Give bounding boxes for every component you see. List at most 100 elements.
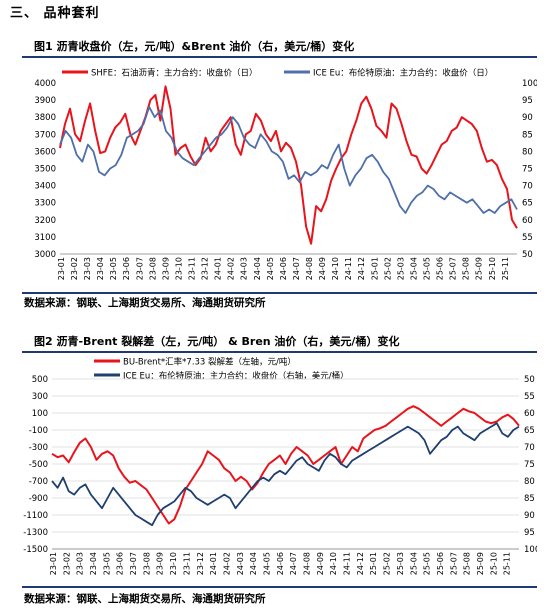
x-axis-tick-label: 23-05 <box>102 552 111 575</box>
right-axis-tick-label: 60 <box>522 216 533 226</box>
x-axis-tick-label: 23-08 <box>142 552 151 575</box>
left-axis-tick-label: -900 <box>29 494 48 504</box>
x-axis-tick-label: 25-01 <box>369 552 378 575</box>
x-axis-tick-label: 25-08 <box>463 552 472 575</box>
x-axis-tick-label: 24-07 <box>289 552 298 575</box>
left-axis-tick-label: 3800 <box>34 113 56 123</box>
left-axis-tick-label: -1500 <box>23 545 48 555</box>
x-axis-tick-label: 24-08 <box>303 552 312 575</box>
legend-label-2: ICE Eu：布伦特原油：主力合约：收盘价（右轴，美元/桶） <box>123 371 349 382</box>
right-axis-tick-label: 100 <box>524 545 537 555</box>
series-line-1 <box>59 85 518 245</box>
right-axis-tick-label: 50 <box>522 250 533 260</box>
right-axis-tick-label: 100 <box>522 79 537 89</box>
x-axis-tick-label: 25-01 <box>370 257 379 280</box>
x-axis-tick-label: 23-09 <box>161 257 170 280</box>
right-axis-tick-label: 60 <box>524 409 535 419</box>
x-axis-tick-label: 25-04 <box>409 257 418 280</box>
right-axis-tick-label: 85 <box>524 494 535 504</box>
right-axis-tick-label: 65 <box>524 426 535 436</box>
x-axis-tick-label: 23-02 <box>62 552 71 575</box>
left-axis-tick-label: -1100 <box>23 511 48 521</box>
x-axis-tick-label: 23-03 <box>76 552 85 575</box>
figure-2-chart: BU-Brent*汇率*7.33 裂解差（左轴，元/吨） ICE Eu：布伦特原油… <box>22 355 540 585</box>
left-axis-tick-label: 500 <box>32 375 48 385</box>
right-axis-tick-label: 80 <box>522 147 533 157</box>
left-axis-tick-label: 100 <box>32 409 48 419</box>
x-axis-tick-label: 23-11 <box>182 552 191 575</box>
x-axis-tick-label: 23-07 <box>129 552 138 575</box>
x-axis-tick-label: 23-03 <box>83 257 92 280</box>
x-axis-tick-label: 25-11 <box>503 552 512 575</box>
left-axis-tick-label: 3100 <box>34 233 56 243</box>
figure-2-source: 数据来源：钢联、上海期货交易所、海通期货研究所 <box>24 593 266 605</box>
left-axis-tick-label: -700 <box>29 477 48 487</box>
left-axis-tick-label: 4000 <box>34 79 56 89</box>
x-axis-tick-label: 24-11 <box>344 257 353 280</box>
x-axis-tick-label: 24-03 <box>236 552 245 575</box>
x-axis-tick-label: 25-04 <box>409 552 418 575</box>
x-axis-tick-label: 24-02 <box>222 552 231 575</box>
x-axis-tick-label: 25-10 <box>488 257 497 280</box>
x-axis-tick-label: 25-10 <box>489 552 498 575</box>
right-axis-tick-label: 75 <box>524 460 535 470</box>
x-axis-tick-label: 24-12 <box>356 552 365 575</box>
x-axis-tick-label: 23-12 <box>201 257 210 280</box>
x-axis-tick-label: 24-09 <box>316 552 325 575</box>
right-axis-tick-label: 85 <box>522 130 533 140</box>
figure-2-svg: BU-Brent*汇率*7.33 裂解差（左轴，元/吨） ICE Eu：布伦特原油… <box>23 357 540 576</box>
x-axis-tick-label: 24-06 <box>276 552 285 575</box>
left-axis-tick-label: 3500 <box>34 165 56 175</box>
x-axis-tick-label: 24-12 <box>357 257 366 280</box>
figure-1-svg: SHFE：石油沥青：主力合约：收盘价（日） ICE Eu：布伦特原油：主力合约：收… <box>34 68 538 281</box>
series-line-2 <box>59 106 518 214</box>
x-axis-tick-label: 24-05 <box>266 257 275 280</box>
right-axis-tick-label: 55 <box>522 233 533 243</box>
left-axis-tick-label: -100 <box>29 426 48 436</box>
figure-2-title: 图2 沥青-Brent 裂解差（左，元/吨） & Bren 油价（右，美元/桶）… <box>34 335 400 348</box>
x-axis-tick-label: 25-06 <box>436 257 445 280</box>
x-axis-tick-label: 23-06 <box>116 552 125 575</box>
x-axis-tick-label: 23-08 <box>148 257 157 280</box>
series-line-2 <box>51 422 520 527</box>
legend: BU-Brent*汇率*7.33 裂解差（左轴，元/吨） ICE Eu：布伦特原油… <box>94 357 349 382</box>
figure-1-title-rule <box>22 56 537 58</box>
right-axis-tick-label: 75 <box>522 165 533 175</box>
x-axis-tick-label: 24-04 <box>249 552 258 575</box>
right-axis-tick-label: 95 <box>524 528 535 538</box>
legend-label-1: BU-Brent*汇率*7.33 裂解差（左轴，元/吨） <box>123 357 296 368</box>
right-axis-tick-label: 90 <box>522 113 533 123</box>
x-axis-tick-label: 24-06 <box>279 257 288 280</box>
x-axis-tick-label: 24-05 <box>262 552 271 575</box>
left-axis-tick-label: 300 <box>32 392 48 402</box>
figure-1-title: 图1 沥青收盘价（左，元/吨）&Brent 油价（右，美元/桶）变化 <box>34 40 355 53</box>
x-axis-tick-label: 24-01 <box>214 257 223 280</box>
x-axis-tick-label: 23-04 <box>96 257 105 280</box>
left-axis-tick-label: 3400 <box>34 182 56 192</box>
right-axis-tick-label: 55 <box>524 392 535 402</box>
x-axis-tick-label: 23-02 <box>70 257 79 280</box>
x-axis-tick-label: 23-04 <box>89 552 98 575</box>
x-axis-tick-label: 23-09 <box>156 552 165 575</box>
figure-2-bottom-rule <box>22 586 537 588</box>
x-axis-tick-label: 25-02 <box>383 552 392 575</box>
right-axis-tick-label: 50 <box>524 375 535 385</box>
x-axis-tick-label: 23-10 <box>169 552 178 575</box>
right-axis-tick-label: 90 <box>524 511 535 521</box>
left-axis-tick-label: -1300 <box>23 528 48 538</box>
figure-1-bottom-rule <box>22 292 537 294</box>
figure-1-chart: SHFE：石油沥青：主力合约：收盘价（日） ICE Eu：布伦特原油：主力合约：收… <box>22 60 538 292</box>
right-axis-tick-label: 70 <box>522 182 533 192</box>
figure-1-source: 数据来源：钢联、上海期货交易所、海通期货研究所 <box>24 297 266 309</box>
x-axis-tick-label: 24-04 <box>253 257 262 280</box>
x-axis-tick-label: 25-09 <box>476 552 485 575</box>
x-axis-tick-label: 25-11 <box>501 257 510 280</box>
x-axis-tick-label: 24-11 <box>343 552 352 575</box>
figure-2-title-rule <box>22 351 537 353</box>
x-axis-tick-label: 24-03 <box>240 257 249 280</box>
right-axis-tick-label: 80 <box>524 477 535 487</box>
right-axis-tick-label: 65 <box>522 199 533 209</box>
x-axis-tick-label: 24-07 <box>292 257 301 280</box>
x-axis-tick-label: 24-08 <box>305 257 314 280</box>
right-axis-tick-label: 70 <box>524 443 535 453</box>
